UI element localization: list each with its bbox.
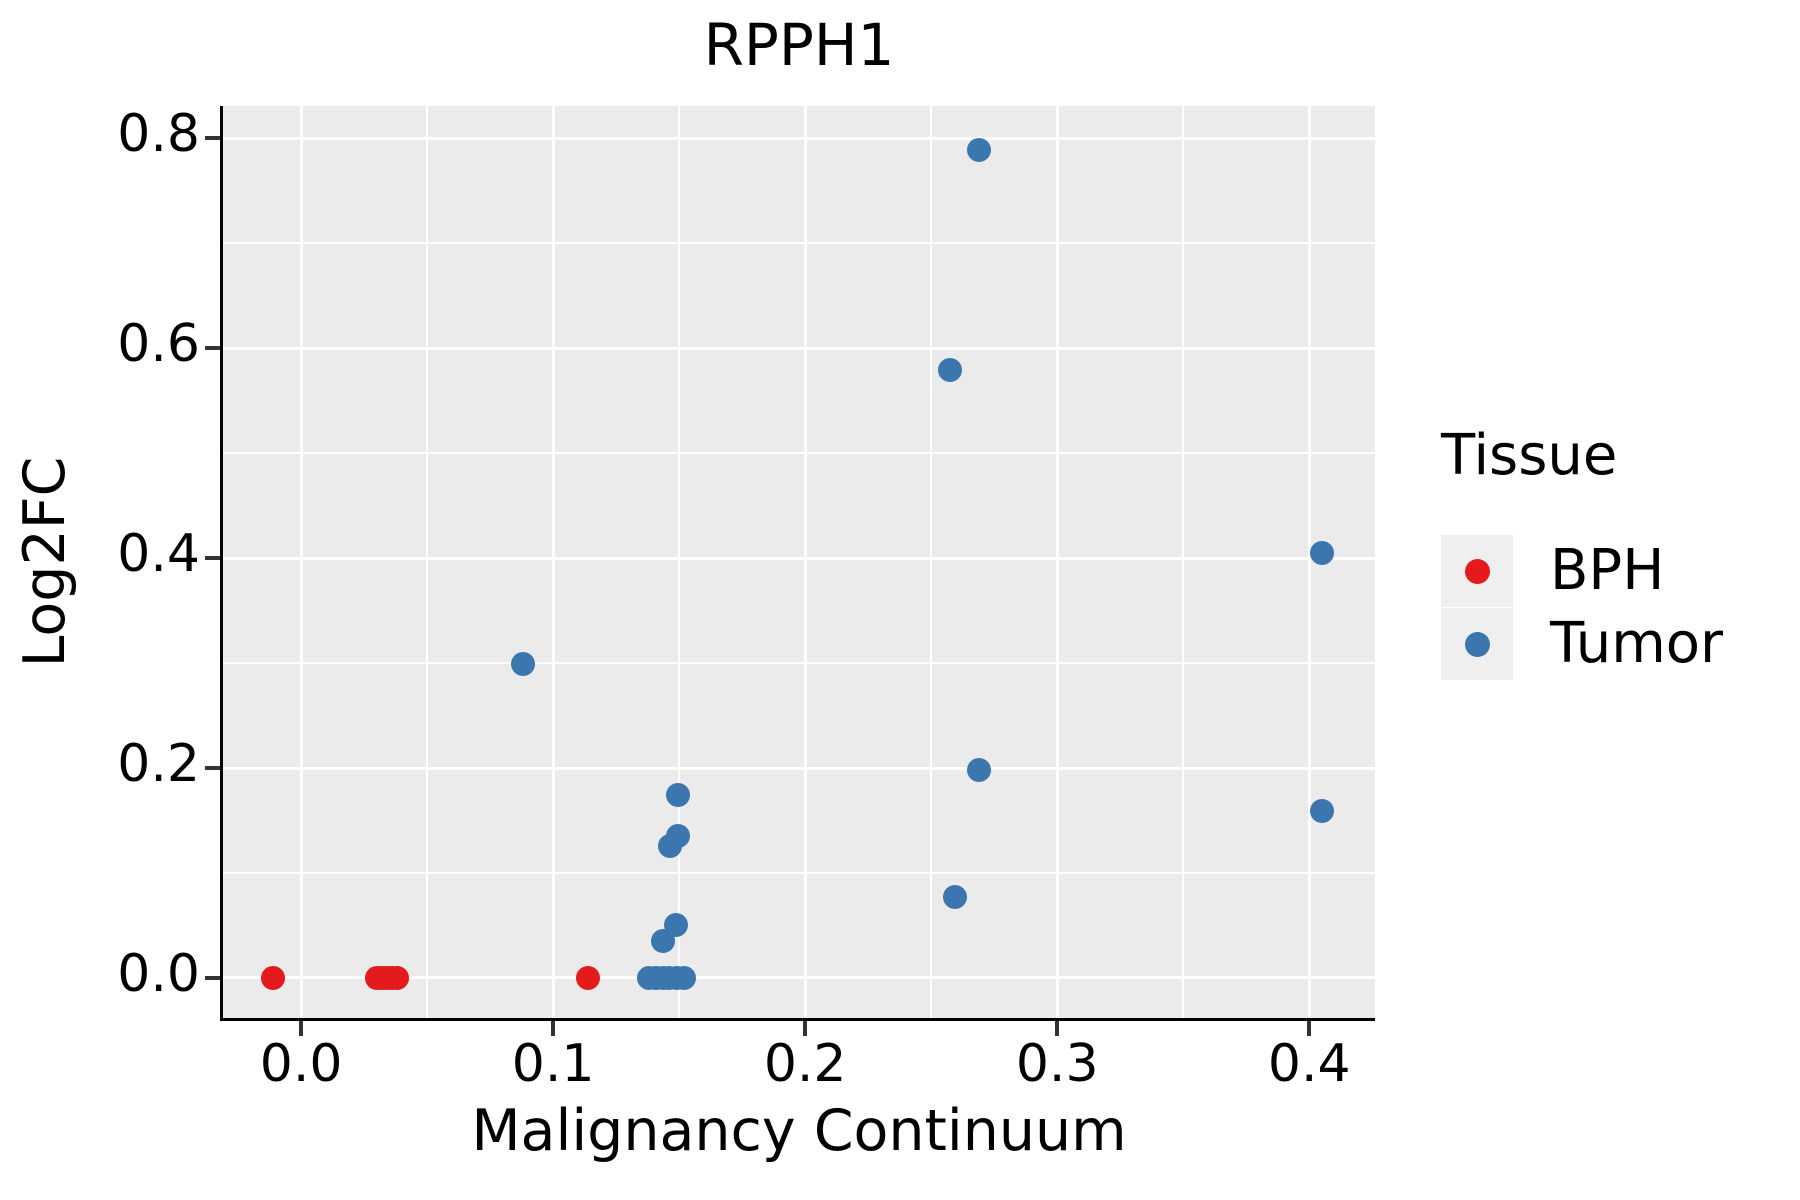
bph-data-point: [261, 965, 286, 990]
y-tick-label-box: 0.0: [0, 948, 200, 1000]
chart-title: RPPH1: [703, 11, 895, 79]
tumor-data-point: [967, 137, 992, 162]
tumor-data-point: [672, 965, 697, 990]
y-tick-label: 0.6: [117, 314, 200, 375]
y-tick-mark: [205, 975, 220, 980]
tumor-data-point: [666, 824, 691, 849]
tumor-data-point: [1309, 799, 1334, 824]
plot-panel: [220, 106, 1375, 1021]
y-tick-label: 0.2: [117, 734, 200, 794]
tumor-data-point: [967, 758, 992, 783]
legend-label-tumor: Tumor: [1550, 611, 1724, 677]
tumor-data-point: [664, 913, 689, 938]
y-tick-label: 0.0: [117, 943, 200, 1004]
y-major-gridline: [223, 556, 1375, 560]
legend-label-bph: BPH: [1550, 538, 1665, 604]
x-tick-mark: [1307, 1021, 1312, 1036]
y-minor-gridline: [223, 871, 1375, 874]
legend-key-bph: [1441, 535, 1513, 608]
x-tick-label: 0.3: [1015, 1034, 1099, 1094]
y-tick-mark: [205, 136, 220, 141]
legend-key-tumor: [1441, 608, 1513, 681]
legend: Tissue BPH Tumor: [1441, 425, 1723, 681]
y-minor-gridline: [223, 662, 1375, 664]
tumor-data-point: [665, 783, 690, 808]
x-minor-gridline: [678, 106, 681, 1018]
tumor-data-point: [510, 652, 535, 677]
tumor-data-point: [938, 358, 963, 383]
legend-item-tumor: Tumor: [1441, 608, 1723, 681]
x-major-gridline: [803, 106, 807, 1018]
tumor-dot-icon: [1464, 631, 1490, 657]
x-major-gridline: [299, 106, 303, 1018]
x-tick-mark: [1055, 1021, 1060, 1036]
x-major-gridline: [1055, 106, 1059, 1018]
x-tick-label: 0.2: [763, 1034, 847, 1094]
y-minor-gridline: [223, 452, 1375, 454]
x-major-gridline: [551, 106, 555, 1018]
y-major-gridline: [223, 136, 1375, 140]
y-major-gridline: [223, 976, 1375, 980]
x-tick-mark: [299, 1021, 304, 1036]
x-major-gridline: [1307, 106, 1311, 1018]
x-tick-mark: [803, 1021, 808, 1036]
x-tick-label: 0.1: [511, 1034, 595, 1094]
x-tick-label: 0.4: [1267, 1034, 1351, 1094]
x-minor-gridline: [930, 106, 933, 1018]
y-tick-mark: [205, 346, 220, 351]
tumor-data-point: [1309, 540, 1334, 565]
legend-item-bph: BPH: [1441, 535, 1723, 608]
bph-dot-icon: [1464, 558, 1490, 584]
y-tick-label-box: 0.4: [0, 528, 200, 580]
legend-title: Tissue: [1441, 423, 1618, 488]
tumor-data-point: [943, 885, 968, 910]
y-major-gridline: [223, 766, 1375, 770]
y-minor-gridline: [223, 242, 1375, 245]
bph-data-point: [384, 965, 409, 990]
x-minor-gridline: [426, 106, 429, 1018]
y-tick-mark: [205, 556, 220, 560]
bph-data-point: [576, 965, 601, 990]
x-tick-mark: [551, 1021, 556, 1036]
x-tick-label: 0.0: [259, 1034, 343, 1094]
x-minor-gridline: [1182, 106, 1185, 1018]
y-tick-label: 0.8: [117, 104, 200, 165]
y-tick-label: 0.4: [117, 524, 200, 584]
y-tick-label-box: 0.8: [0, 108, 200, 160]
y-tick-label-box: 0.2: [0, 738, 200, 790]
x-axis-title: Malignancy Continuum: [471, 1098, 1127, 1164]
y-major-gridline: [223, 346, 1375, 350]
y-tick-mark: [205, 766, 220, 770]
y-tick-label-box: 0.6: [0, 318, 200, 370]
